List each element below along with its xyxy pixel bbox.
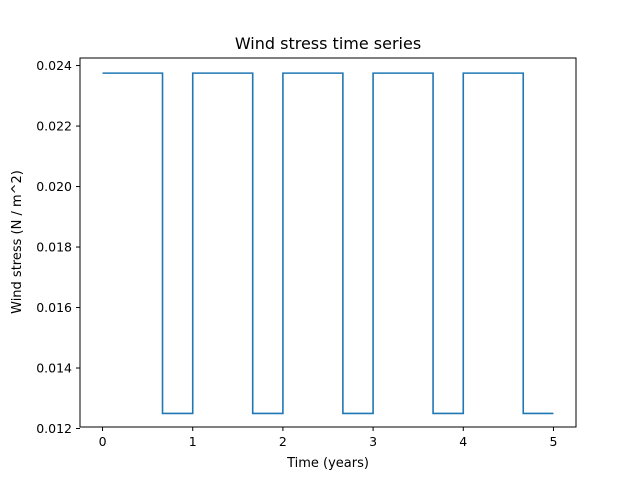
y-tick-label: 0.024	[36, 58, 72, 73]
x-tick-label: 3	[369, 434, 377, 449]
plot-area: 0 1 2 3 4 5 0.012 0.014 0.016 0.018 0.020 0.022 0.02…	[36, 57, 577, 449]
y-tick-label: 0.016	[36, 300, 72, 315]
y-tick-label: 0.018	[36, 240, 72, 255]
x-tick-label: 0	[99, 434, 107, 449]
y-tick-label: 0.014	[36, 361, 72, 376]
plot-frame	[79, 57, 577, 428]
x-tick-label: 4	[459, 434, 467, 449]
x-tick-label: 2	[279, 434, 287, 449]
y-tick-label: 0.020	[36, 179, 72, 194]
y-axis-label: Wind stress (N / m^2)	[10, 170, 25, 314]
x-tick-label: 1	[189, 434, 197, 449]
y-tick-label: 0.012	[36, 421, 72, 436]
y-tick-label: 0.022	[36, 119, 72, 134]
x-tick-label: 5	[549, 434, 557, 449]
series-line-0	[102, 72, 554, 415]
x-axis-label: Time (years)	[286, 456, 369, 471]
chart-title: Wind stress time series	[235, 34, 421, 53]
